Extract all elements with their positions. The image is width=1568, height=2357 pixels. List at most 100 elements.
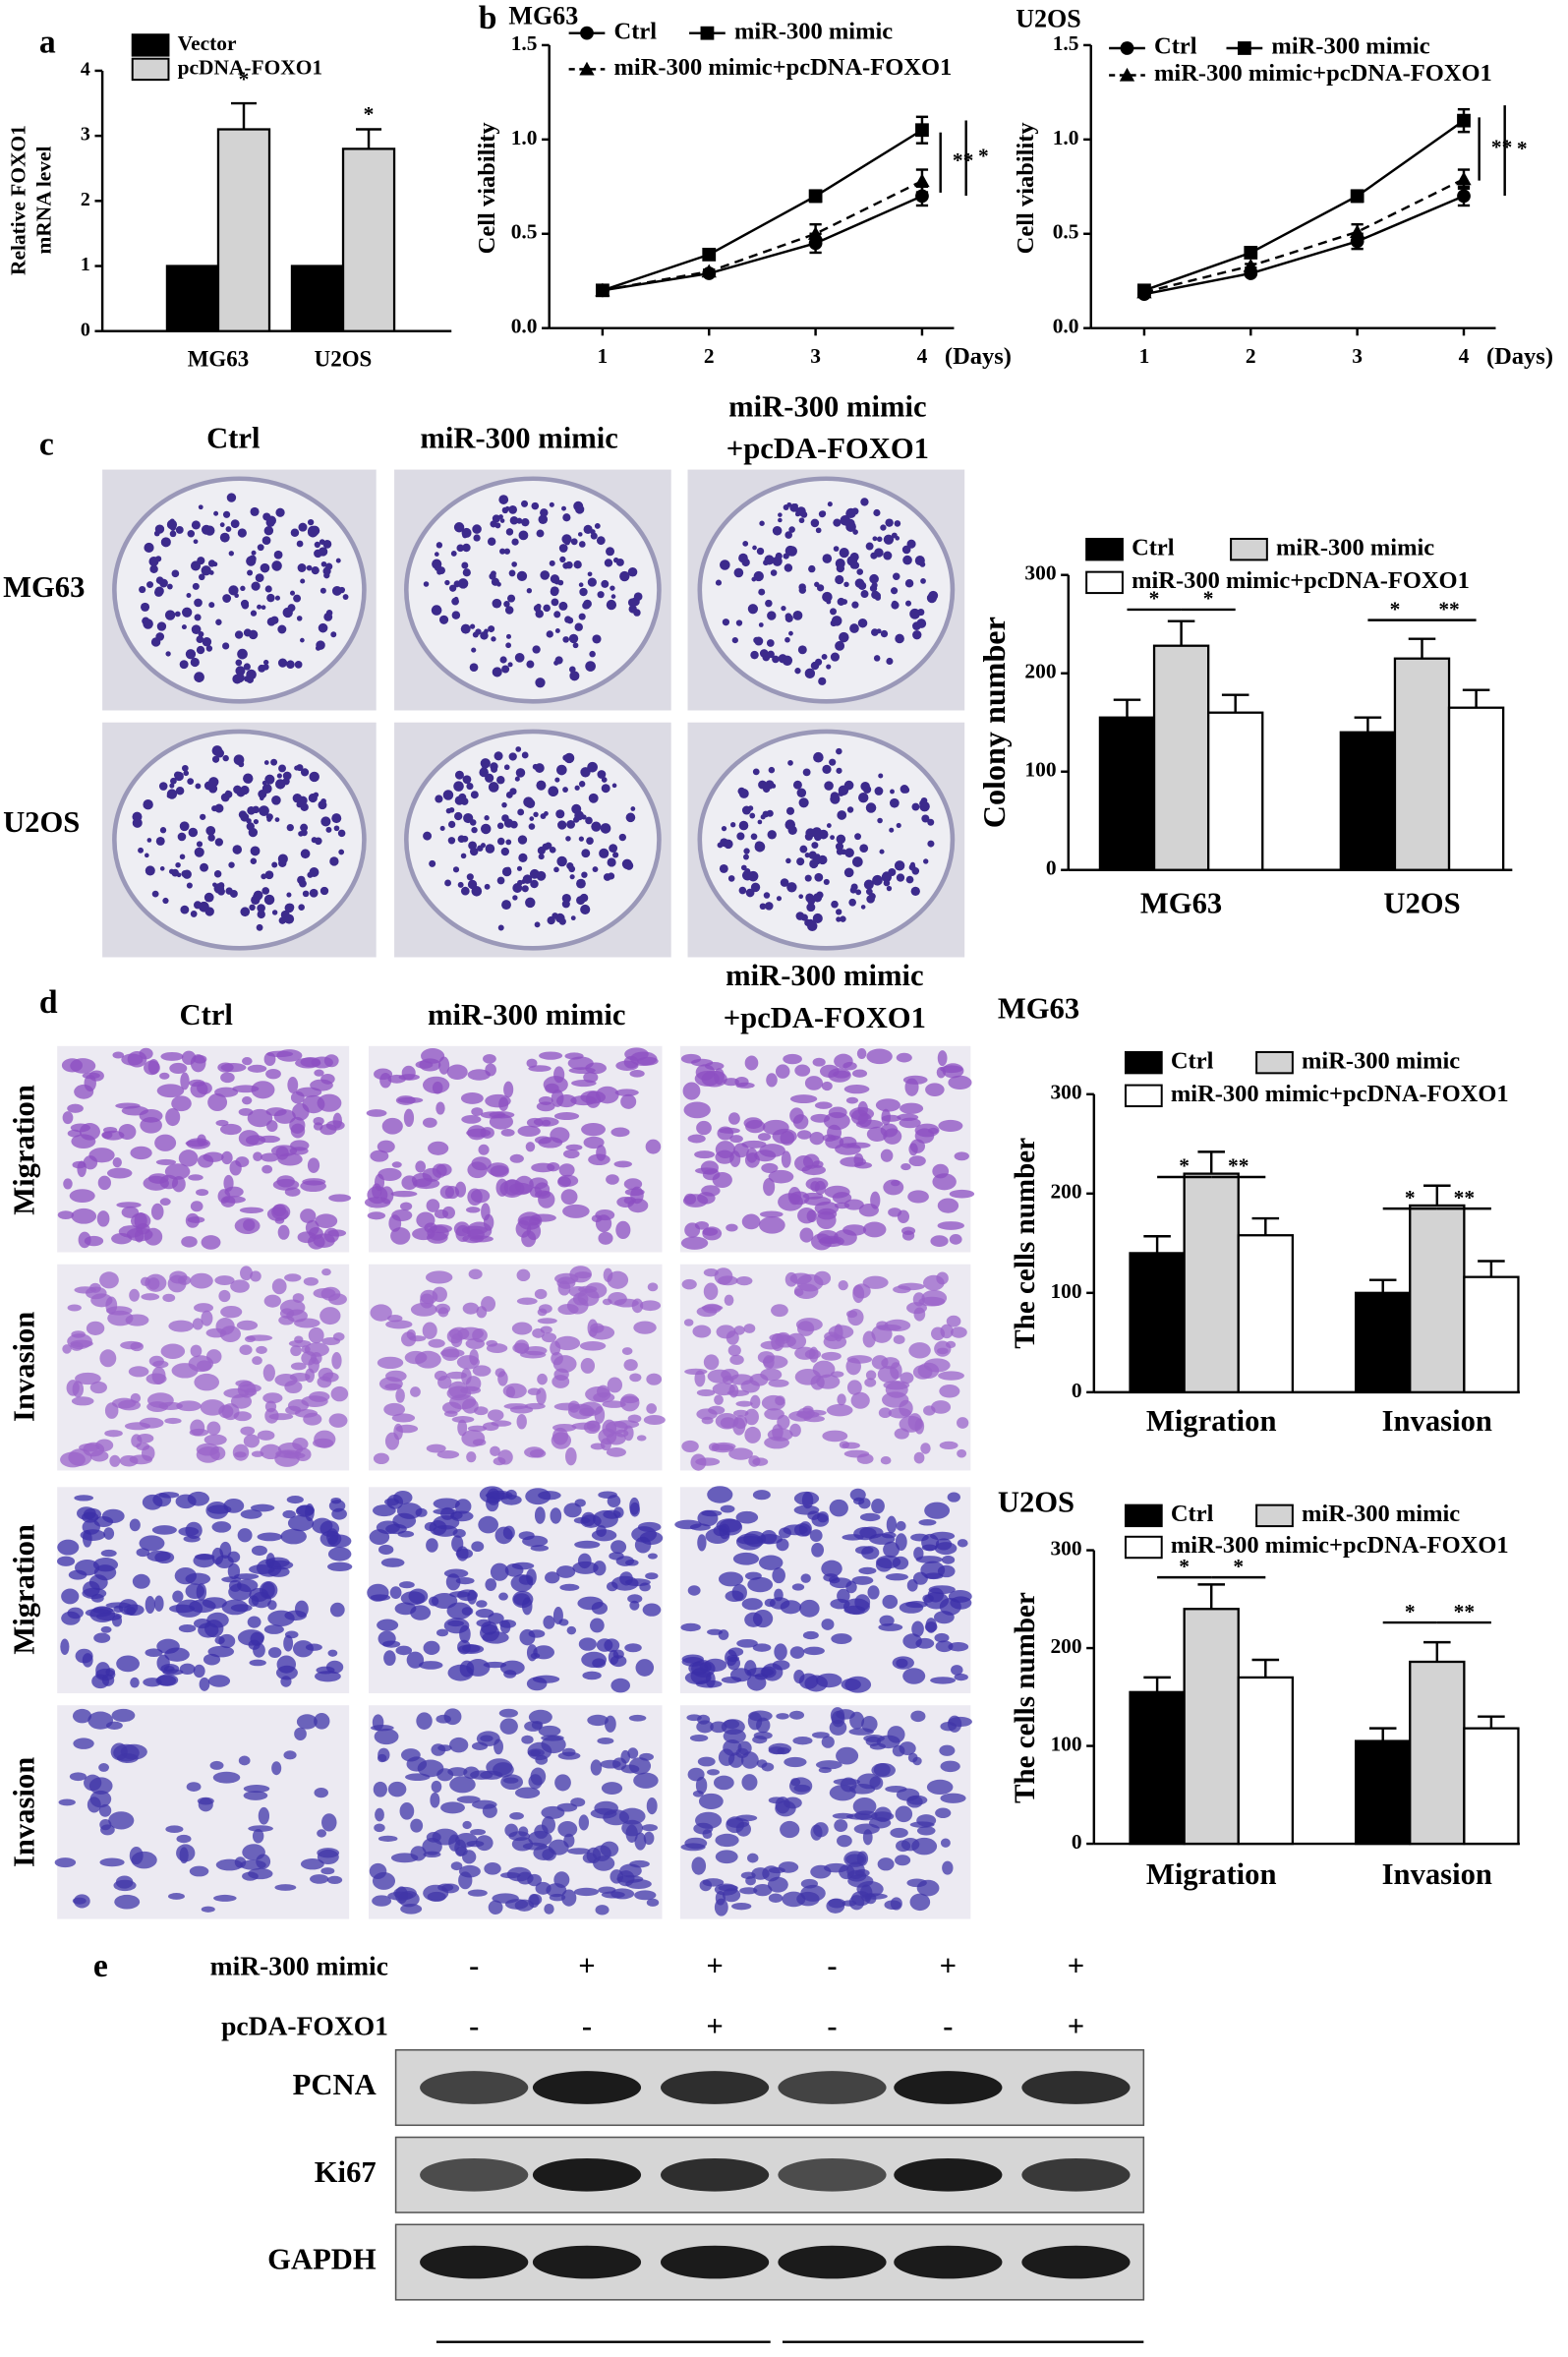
cell — [248, 1595, 260, 1607]
colony — [892, 572, 900, 580]
cell — [870, 1811, 895, 1821]
cell — [169, 1062, 188, 1075]
cell — [574, 1540, 601, 1549]
colony — [784, 531, 793, 539]
cell — [642, 1603, 662, 1617]
cell — [198, 1797, 213, 1812]
cell — [566, 1625, 577, 1635]
colony — [843, 867, 854, 878]
colony — [759, 520, 765, 526]
cell — [822, 1430, 848, 1443]
colony — [194, 614, 202, 621]
colony — [290, 528, 300, 537]
cell — [370, 1149, 389, 1162]
cell — [331, 1352, 342, 1370]
colony — [479, 767, 489, 778]
image-row-label: MG63 — [3, 570, 85, 604]
colony — [767, 830, 777, 840]
colony — [860, 781, 870, 792]
cell — [741, 1774, 758, 1791]
plate — [697, 729, 956, 951]
legend-swatch — [131, 57, 170, 82]
cell — [205, 1501, 229, 1519]
cell — [810, 1113, 831, 1123]
cell — [266, 1050, 294, 1058]
cell — [550, 1340, 561, 1356]
cell — [837, 1834, 852, 1848]
colony — [747, 604, 759, 615]
colony — [159, 866, 165, 871]
cell — [516, 1268, 531, 1282]
cell — [485, 1093, 511, 1108]
cell — [144, 1227, 163, 1246]
cell — [833, 1778, 861, 1786]
colony — [736, 832, 745, 841]
colony — [905, 600, 912, 607]
cell — [415, 1160, 427, 1173]
cell — [568, 1400, 580, 1413]
cell — [384, 1383, 402, 1390]
cell — [590, 1618, 605, 1633]
colony — [808, 564, 816, 573]
cell — [395, 1388, 405, 1403]
cell — [433, 1498, 460, 1509]
cell — [830, 1371, 844, 1378]
colony — [250, 506, 260, 516]
cell — [814, 1101, 833, 1109]
colony — [837, 597, 845, 606]
colony — [836, 767, 842, 774]
colony — [794, 511, 800, 517]
marker — [1456, 171, 1472, 186]
cell — [596, 1638, 613, 1652]
colony — [215, 619, 222, 625]
cell — [558, 1163, 575, 1177]
cell — [373, 1452, 389, 1464]
colony — [154, 524, 165, 534]
cell — [312, 1517, 333, 1534]
cell — [212, 1771, 241, 1784]
cell — [578, 1285, 598, 1293]
colony — [592, 866, 599, 873]
colony — [488, 782, 499, 793]
cell — [190, 1272, 213, 1289]
colony — [181, 764, 189, 772]
colony — [228, 585, 239, 596]
colony — [316, 640, 325, 650]
bar — [1206, 711, 1264, 871]
cell — [377, 1167, 402, 1181]
cell — [682, 1194, 709, 1208]
legend-swatch — [1230, 537, 1268, 561]
plate — [112, 476, 367, 704]
colony — [260, 795, 264, 801]
cell — [179, 1663, 196, 1675]
colony — [337, 829, 346, 838]
colony — [320, 816, 331, 827]
colony — [208, 602, 215, 609]
colony — [521, 885, 529, 893]
bar — [216, 128, 271, 332]
cell — [436, 1450, 460, 1459]
colony — [213, 510, 219, 516]
cell — [777, 1746, 790, 1755]
cell — [188, 1174, 203, 1181]
cell — [557, 1303, 579, 1316]
colony — [243, 773, 254, 784]
colony — [488, 625, 495, 633]
y-tick-label: 0 — [81, 319, 90, 340]
cell — [821, 1081, 833, 1091]
cell — [171, 1175, 186, 1193]
cell — [608, 1649, 619, 1665]
cell — [469, 1348, 479, 1366]
cell — [247, 1064, 267, 1073]
cell — [397, 1530, 415, 1538]
cell — [374, 1823, 385, 1833]
colony — [286, 660, 295, 670]
colony — [423, 581, 430, 587]
colony — [860, 498, 869, 506]
colony — [505, 633, 512, 639]
cell — [512, 1590, 534, 1609]
cell — [610, 1678, 630, 1693]
colony — [822, 591, 833, 603]
colony — [156, 621, 167, 631]
cell — [741, 1213, 761, 1230]
